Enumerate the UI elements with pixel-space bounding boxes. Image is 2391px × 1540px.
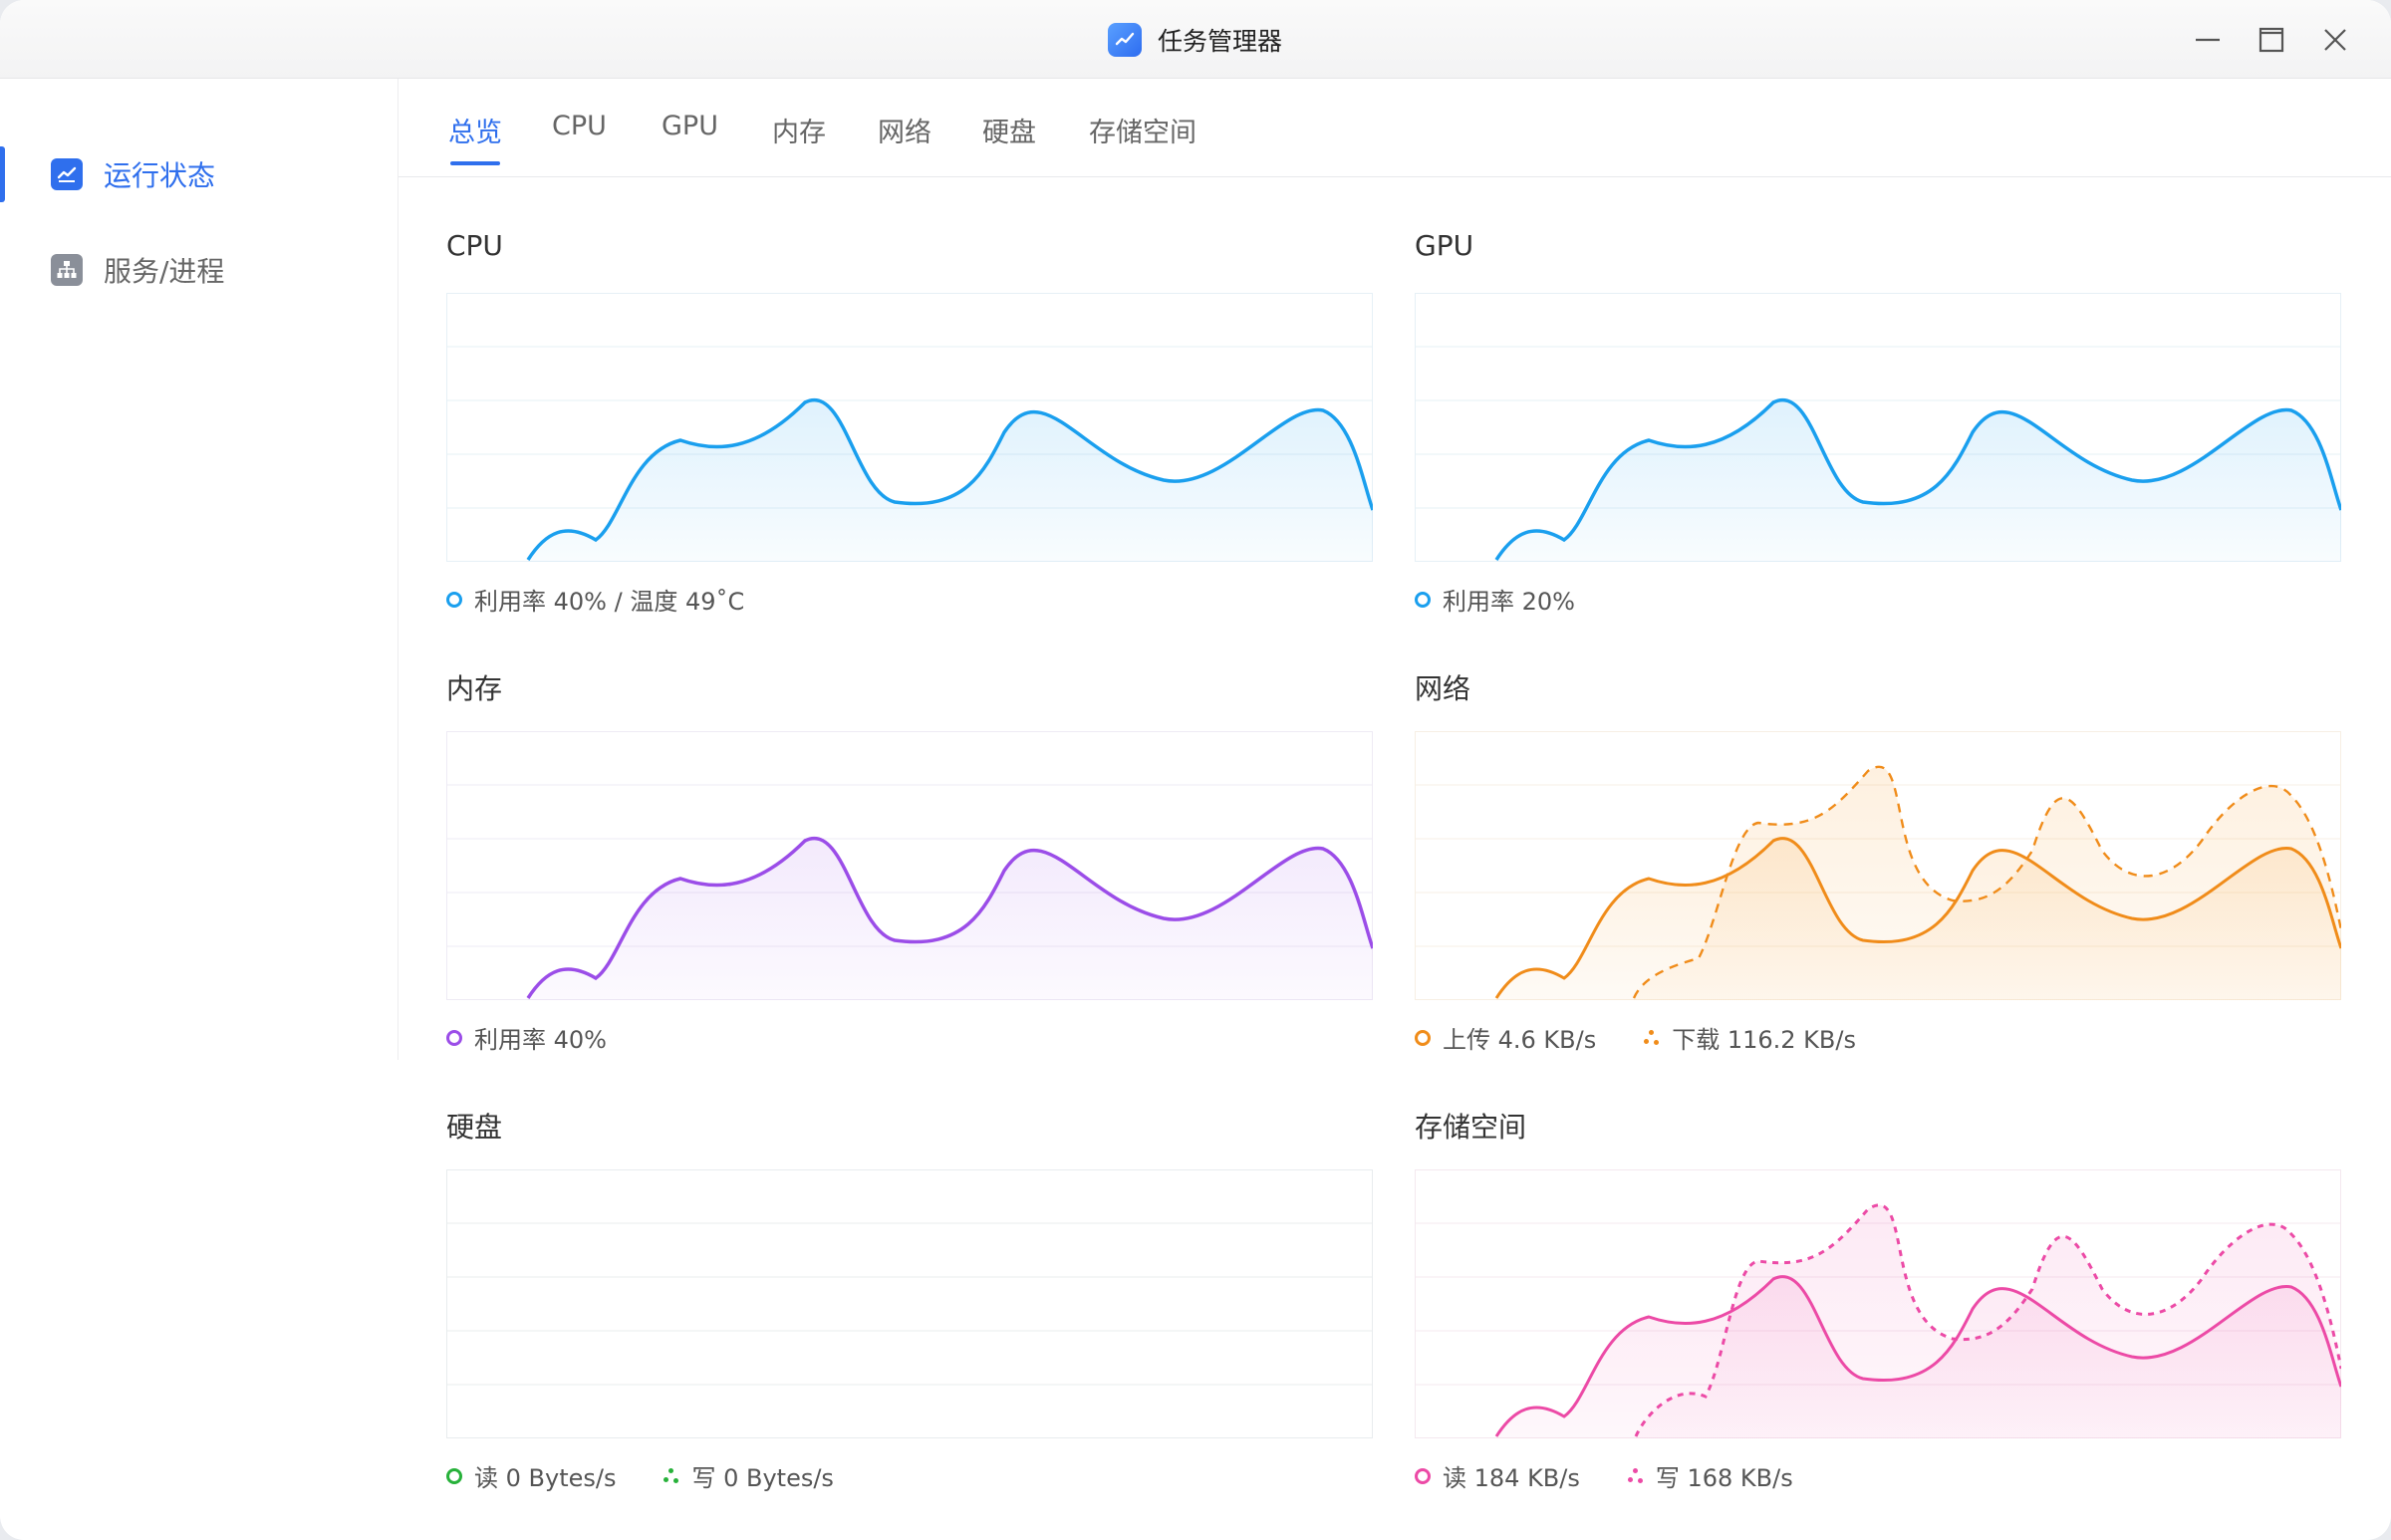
memory-legend-text: 利用率 40% [474, 1026, 607, 1054]
storage-panel-title: 存储空间 [1415, 1111, 1527, 1144]
maximize-button[interactable] [2252, 20, 2291, 60]
storage-io-chart [1415, 1169, 2341, 1438]
maximize-icon [2258, 27, 2284, 53]
network-upload-area [1496, 838, 2341, 1000]
memory-usage-chart [446, 731, 1373, 1000]
tab-gpu[interactable]: GPU [662, 111, 718, 141]
legend-dashed-dot [664, 1467, 679, 1484]
tab-network[interactable]: 网络 [878, 118, 931, 148]
legend-dot [446, 1467, 462, 1484]
legend-dot [1415, 1029, 1431, 1046]
sidebar-item-label: 服务/进程 [104, 255, 225, 288]
gpu-legend-text: 利用率 20% [1443, 588, 1575, 616]
storage-write-text: 写 168 KB/s [1655, 1464, 1793, 1492]
minimize-button[interactable] [2188, 20, 2228, 60]
minimize-icon [2196, 38, 2220, 42]
cpu-usage-chart [446, 293, 1373, 562]
legend-dashed-dot [1627, 1467, 1644, 1484]
storage-legend: 读 184 KB/s 写 168 KB/s [1415, 1458, 1841, 1493]
window-title: 任务管理器 [1158, 27, 1283, 56]
storage-read-line [1494, 1275, 2341, 1437]
task-manager-app-icon [1108, 23, 1142, 57]
cpu-panel-title: CPU [446, 229, 503, 262]
cpu-usage-area [528, 399, 1373, 562]
network-upload-line [1494, 837, 2341, 999]
tab-disk[interactable]: 硬盘 [982, 118, 1036, 148]
chart-grid [446, 1169, 1373, 1438]
tab-cpu[interactable]: CPU [552, 111, 607, 141]
storage-read-text: 读 184 KB/s [1443, 1464, 1580, 1492]
sidebar-item-services[interactable]: 服务/进程 [0, 238, 398, 302]
close-icon [2324, 29, 2346, 51]
title-bar: 任务管理器 [0, 0, 2391, 79]
chart-icon [51, 158, 83, 190]
legend-dot [1415, 591, 1431, 608]
memory-panel-title: 内存 [446, 672, 503, 705]
network-legend: 上传 4.6 KB/s 下载 116.2 KB/s [1415, 1020, 1904, 1055]
legend-dot [1415, 1467, 1431, 1484]
network-download-text: 下载 116.2 KB/s [1672, 1026, 1856, 1054]
legend-dot [446, 1029, 462, 1046]
tab-bar [398, 79, 2391, 177]
memory-legend: 利用率 40% [446, 1020, 655, 1055]
disk-read-text: 读 0 Bytes/s [474, 1464, 617, 1492]
gpu-legend: 利用率 20% [1415, 582, 1623, 617]
tab-memory[interactable]: 内存 [772, 118, 826, 148]
sidebar-item-label: 运行状态 [104, 159, 216, 192]
sitemap-icon [51, 254, 83, 286]
sidebar-item-status[interactable]: 运行状态 [0, 142, 398, 206]
storage-read-area [1496, 1276, 2341, 1438]
disk-panel-title: 硬盘 [446, 1111, 503, 1144]
memory-usage-line [526, 836, 1373, 999]
gpu-usage-line [1494, 397, 2341, 561]
disk-legend: 读 0 Bytes/s 写 0 Bytes/s [446, 1458, 882, 1493]
close-button[interactable] [2315, 20, 2355, 60]
sidebar: 运行状态 服务/进程 [0, 79, 398, 1060]
legend-dot [446, 591, 462, 608]
cpu-legend: 利用率 40% / 温度 49˚C [446, 582, 792, 617]
gpu-panel-title: GPU [1415, 229, 1474, 262]
active-indicator [0, 146, 5, 202]
network-panel-title: 网络 [1415, 672, 1471, 705]
active-tab-underline [450, 161, 500, 165]
disk-write-text: 写 0 Bytes/s [691, 1464, 834, 1492]
tab-overview[interactable]: 总览 [448, 118, 502, 148]
disk-io-chart [446, 1169, 1373, 1438]
app-title: 任务管理器 [1108, 22, 1282, 58]
gpu-usage-area [1496, 399, 2341, 562]
network-traffic-chart [1415, 731, 2341, 1000]
network-upload-text: 上传 4.6 KB/s [1443, 1026, 1597, 1054]
cpu-legend-text: 利用率 40% / 温度 49˚C [474, 588, 745, 616]
cpu-usage-line [526, 397, 1373, 561]
gpu-usage-chart [1415, 293, 2341, 562]
legend-dashed-dot [1644, 1029, 1660, 1046]
network-download-line [1632, 765, 2341, 999]
tab-storage[interactable]: 存储空间 [1089, 118, 1196, 148]
storage-write-line [1634, 1203, 2341, 1437]
memory-usage-area [528, 838, 1373, 1000]
